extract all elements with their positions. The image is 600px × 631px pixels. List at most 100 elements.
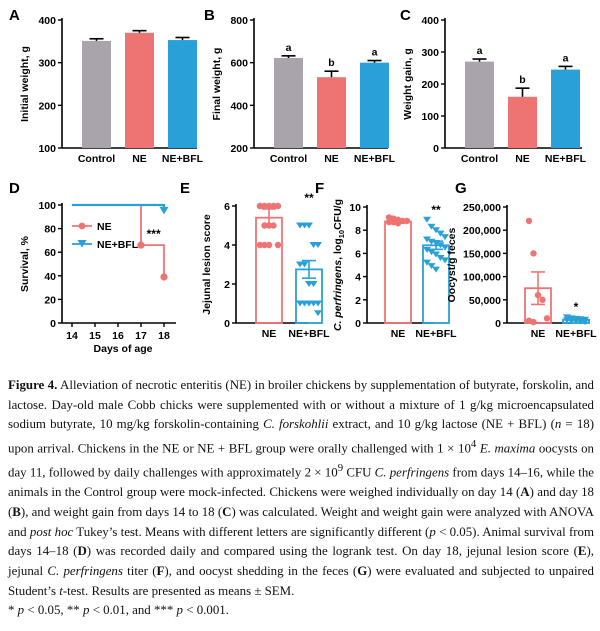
x-tick-label-A: NE <box>132 153 147 165</box>
caption-italic: t <box>59 583 63 598</box>
sig-letter-B: a <box>372 47 378 59</box>
y-tick-label-F: 4 <box>355 272 361 284</box>
data-point-E-NEBFL <box>314 310 322 317</box>
y-tick-label-G: 100,000 <box>463 272 501 284</box>
legend-label-NE+BFL: NE+BFL <box>97 239 139 251</box>
x-tick-label-C: NE <box>515 153 530 165</box>
y-tick-label-A: 200 <box>38 100 56 112</box>
data-point-F-NEBFL <box>423 246 431 253</box>
caption-text: titer ( <box>122 563 157 578</box>
x-tick-label-G: NE <box>531 328 546 340</box>
caption-text: ), and weight gain from days 14 to 18 ( <box>20 504 223 519</box>
data-point-F-NEBFL <box>427 223 436 230</box>
data-point-G-NE <box>530 318 537 326</box>
data-point-E-NE <box>265 241 273 249</box>
caption-bold: D <box>77 544 87 559</box>
caption-text: < 0.001. <box>183 603 229 618</box>
y-tick-label-E: 4 <box>224 240 230 252</box>
caption-text: extract, and 10 g/kg lactose (NE + BFL) … <box>328 417 555 432</box>
caption-italic: C. perfringens <box>47 563 123 578</box>
caption-italic: C. perfringens <box>374 465 450 480</box>
x-tick-label-D: 16 <box>112 330 124 342</box>
significance-E: ** <box>304 191 314 205</box>
survival-line-NE+BFL <box>72 203 166 211</box>
data-point-E-NE <box>274 202 282 210</box>
data-point-E-NEBFL <box>314 242 322 248</box>
y-tick-label-A: 400 <box>38 15 56 27</box>
bar-B-Control <box>274 57 303 149</box>
data-point-F-NEBFL <box>427 263 436 270</box>
data-point-E-NE <box>256 202 264 210</box>
caption-bold: C <box>222 504 232 519</box>
y-tick-label-G: 50,000 <box>469 295 501 307</box>
panel-label-E: E <box>180 180 190 197</box>
y-tick-label-F: 0 <box>355 318 361 330</box>
bar-E-NE <box>255 216 283 324</box>
caption-italic: C. forskohlii <box>263 417 329 432</box>
panel-label-B: B <box>204 7 215 24</box>
sig-letter-C: a <box>563 52 569 64</box>
legend-label-NE: NE <box>97 221 112 233</box>
data-point-E-NE <box>265 202 273 210</box>
data-point-F-NEBFL <box>441 234 449 241</box>
x-tick-label-A: NE+BFL <box>162 153 204 165</box>
x-tick-label-D: 15 <box>89 330 101 342</box>
data-point-E-NE <box>256 241 264 249</box>
caption-text: -test. Results are presented as means ± … <box>62 583 295 598</box>
bar-A-Control <box>82 40 111 149</box>
data-point-E-NE <box>261 202 268 210</box>
x-tick-label-B: NE+BFL <box>354 153 396 165</box>
data-point-F-NEBFL <box>436 255 445 262</box>
panel-label-C: C <box>400 7 411 24</box>
panel-label-G: G <box>455 180 467 197</box>
y-tick-label-G: 0 <box>495 318 501 330</box>
y-tick-label-B: 200 <box>230 143 248 155</box>
caption-text: ), jejunal <box>8 544 595 578</box>
caption-text: < 0.01, and *** <box>89 603 177 618</box>
significance-D: *** <box>147 227 161 241</box>
y-tick-label-G: 250,000 <box>463 202 501 214</box>
y-tick-label-C: 400 <box>421 15 439 27</box>
data-point-F-NEBFL <box>423 236 431 243</box>
data-point-F-NE <box>403 217 411 225</box>
data-point-G-NE <box>530 250 537 257</box>
y-axis-title-B: Final weight, g <box>211 48 223 121</box>
data-point-F-NEBFL <box>432 266 440 273</box>
data-point-F-NE <box>394 220 402 227</box>
x-tick-label-D: 17 <box>135 330 147 342</box>
bar-C-NE <box>508 96 537 148</box>
x-tick-label-G: NE+BFL <box>555 328 597 340</box>
significance-G: * <box>574 300 579 314</box>
data-point-F-NEBFL <box>441 257 449 264</box>
y-axis-title-D: Survival, % <box>19 235 31 292</box>
legend-marker-NE <box>78 222 86 230</box>
caption-text: ), and oocyst shedding in the feces ( <box>164 563 358 578</box>
data-point-E-NE <box>261 222 268 229</box>
caption-italic: p <box>429 524 436 539</box>
caption-text: < 0.05, ** <box>24 603 83 618</box>
survival-marker-NEBFL <box>159 206 169 215</box>
data-point-E-NE <box>265 222 273 229</box>
caption-text: oocysts on day 11, followed by daily cha… <box>8 441 594 480</box>
y-tick-label-E: 2 <box>224 279 230 291</box>
data-point-G-NEBFL <box>581 319 589 326</box>
x-tick-label-F: NE+BFL <box>415 328 457 340</box>
caption-italic: p <box>82 603 90 618</box>
caption-text: ) was calculated. Weight and weight gain… <box>8 504 594 539</box>
sig-letter-B: a <box>286 42 292 54</box>
bar-F-NE <box>384 220 412 324</box>
y-axis-title-A: Initial weight, g <box>19 46 31 122</box>
data-point-F-NEBFL <box>432 239 440 246</box>
data-point-E-NEBFL <box>309 300 318 307</box>
sig-letter-C: a <box>477 45 483 57</box>
y-axis-title-G: Oocyst/g feces <box>446 227 458 302</box>
x-axis-title-D: Days of age <box>94 343 153 355</box>
bar-C-NE+BFL <box>551 69 580 148</box>
panel-label-F: F <box>315 180 324 197</box>
x-tick-label-D: 14 <box>66 330 78 342</box>
data-point-G-NE <box>543 315 551 322</box>
survival-marker-NE <box>137 241 145 249</box>
caption-text: ) was recorded daily and compared using … <box>86 544 578 559</box>
y-axis-title-F: C. perfringens, log10CFU/g <box>332 199 346 331</box>
caption-text: ) and day 18 ( <box>8 485 594 519</box>
